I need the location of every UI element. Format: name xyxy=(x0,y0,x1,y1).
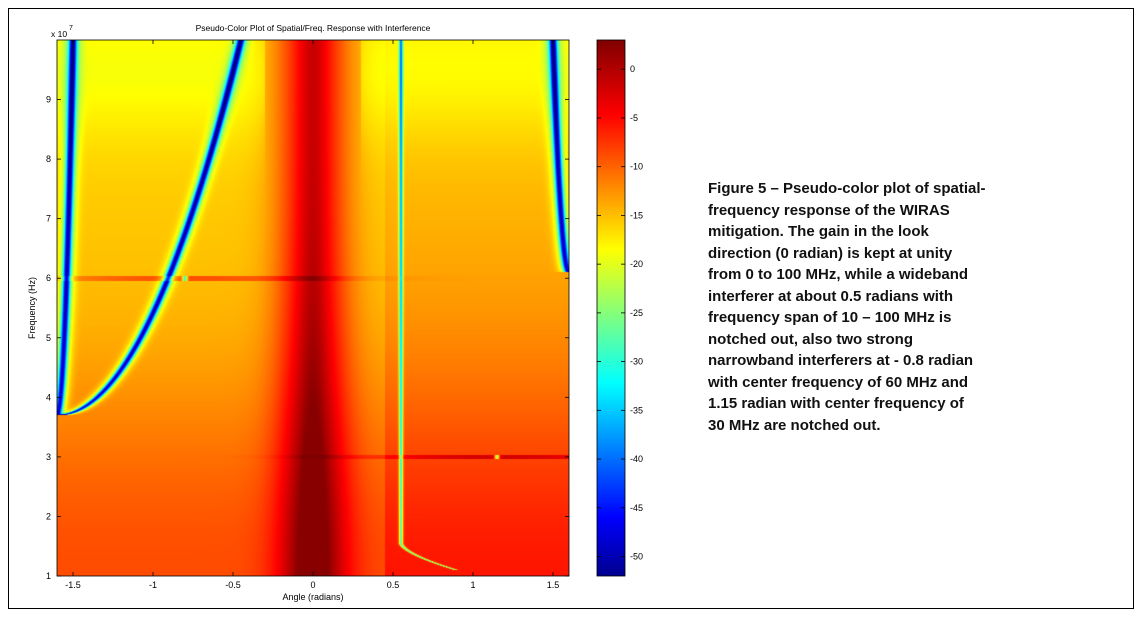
chart-title: Pseudo-Color Plot of Spatial/Freq. Respo… xyxy=(196,23,431,33)
caption-line: 30 MHz are notched out. xyxy=(708,416,881,434)
figure-area: -1.5 -1 -0.5 0 0.5 1 1.5 1 2 3 4 5 6 7 8 9 Pseudo-Color… xyxy=(27,23,643,602)
y-tick-label: 1 xyxy=(46,571,51,581)
colorbar-tick-label: -20 xyxy=(630,259,643,269)
caption-line: frequency response of the WIRAS xyxy=(708,201,950,219)
y-tick-label: 2 xyxy=(46,511,51,521)
caption-line: Figure 5 – Pseudo-color plot of spatial- xyxy=(708,180,986,197)
y-tick-label: 4 xyxy=(46,392,51,402)
x-tick-label: -1 xyxy=(149,580,157,590)
y-multiplier-label: x 10 xyxy=(51,29,67,39)
colorbar xyxy=(596,39,626,577)
y-axis-label: Frequency (Hz) xyxy=(27,277,37,339)
colorbar-tick-label: -40 xyxy=(630,454,643,464)
figure-caption: Figure 5 – Pseudo-color plot of spatial-… xyxy=(708,178,1088,436)
x-tick-label: -0.5 xyxy=(225,580,241,590)
heatmap-chart: -1.5 -1 -0.5 0 0.5 1 1.5 1 2 3 4 5 6 7 8 9 Pseudo-Color… xyxy=(27,23,643,602)
caption-line: mitigation. The gain in the look xyxy=(708,223,929,240)
y-tick-label: 3 xyxy=(46,452,51,462)
caption-line: with center frequency of 60 MHz and xyxy=(708,373,969,391)
colorbar-tick-label: -45 xyxy=(630,503,643,513)
caption-line: notched out, also two strong xyxy=(708,330,913,348)
caption-line: direction (0 radian) is kept at unity xyxy=(708,244,953,262)
colorbar-ticks-layer: 0 -5 -10 -15 -20 -25 -30 -35 -40 -45 -50 xyxy=(597,64,643,562)
x-tick-label: 1.5 xyxy=(547,580,560,590)
y-tick-label: 7 xyxy=(46,214,51,224)
heatmap-image xyxy=(57,40,569,576)
x-tick-label: 1 xyxy=(470,580,475,590)
colorbar-tick-label: -15 xyxy=(630,210,643,220)
colorbar-tick-label: -50 xyxy=(630,552,643,562)
figure-frame xyxy=(8,8,1134,609)
colorbar-tick-label: -30 xyxy=(630,357,643,367)
caption-line: interferer at about 0.5 radians with xyxy=(708,287,954,305)
caption-line: from 0 to 100 MHz, while a wideband xyxy=(708,266,969,283)
y-tick-label: 5 xyxy=(46,333,51,343)
caption-line: narrowband interferers at - 0.8 radian xyxy=(708,352,974,369)
y-tick-label: 6 xyxy=(46,273,51,283)
colorbar-tick-label: -10 xyxy=(630,162,643,172)
colorbar-tick-label: 0 xyxy=(630,64,635,74)
caption-line: 1.15 radian with center frequency of xyxy=(708,395,964,412)
y-tick-label: 8 xyxy=(46,154,51,164)
colorbar-tick-label: -5 xyxy=(630,113,638,123)
caption-line: frequency span of 10 – 100 MHz is xyxy=(708,309,952,326)
x-axis-label: Angle (radians) xyxy=(282,592,343,602)
y-multiplier-exponent: 7 xyxy=(69,25,73,32)
colorbar-tick-label: -35 xyxy=(630,405,643,415)
x-tick-label: 0 xyxy=(310,580,315,590)
ticks-layer: -1.5 -1 -0.5 0 0.5 1 1.5 1 2 3 4 5 6 7 8 9 xyxy=(46,40,569,590)
x-tick-label: -1.5 xyxy=(65,580,81,590)
colorbar-tick-label: -25 xyxy=(630,308,643,318)
y-tick-label: 9 xyxy=(46,95,51,105)
x-tick-label: 0.5 xyxy=(387,580,400,590)
